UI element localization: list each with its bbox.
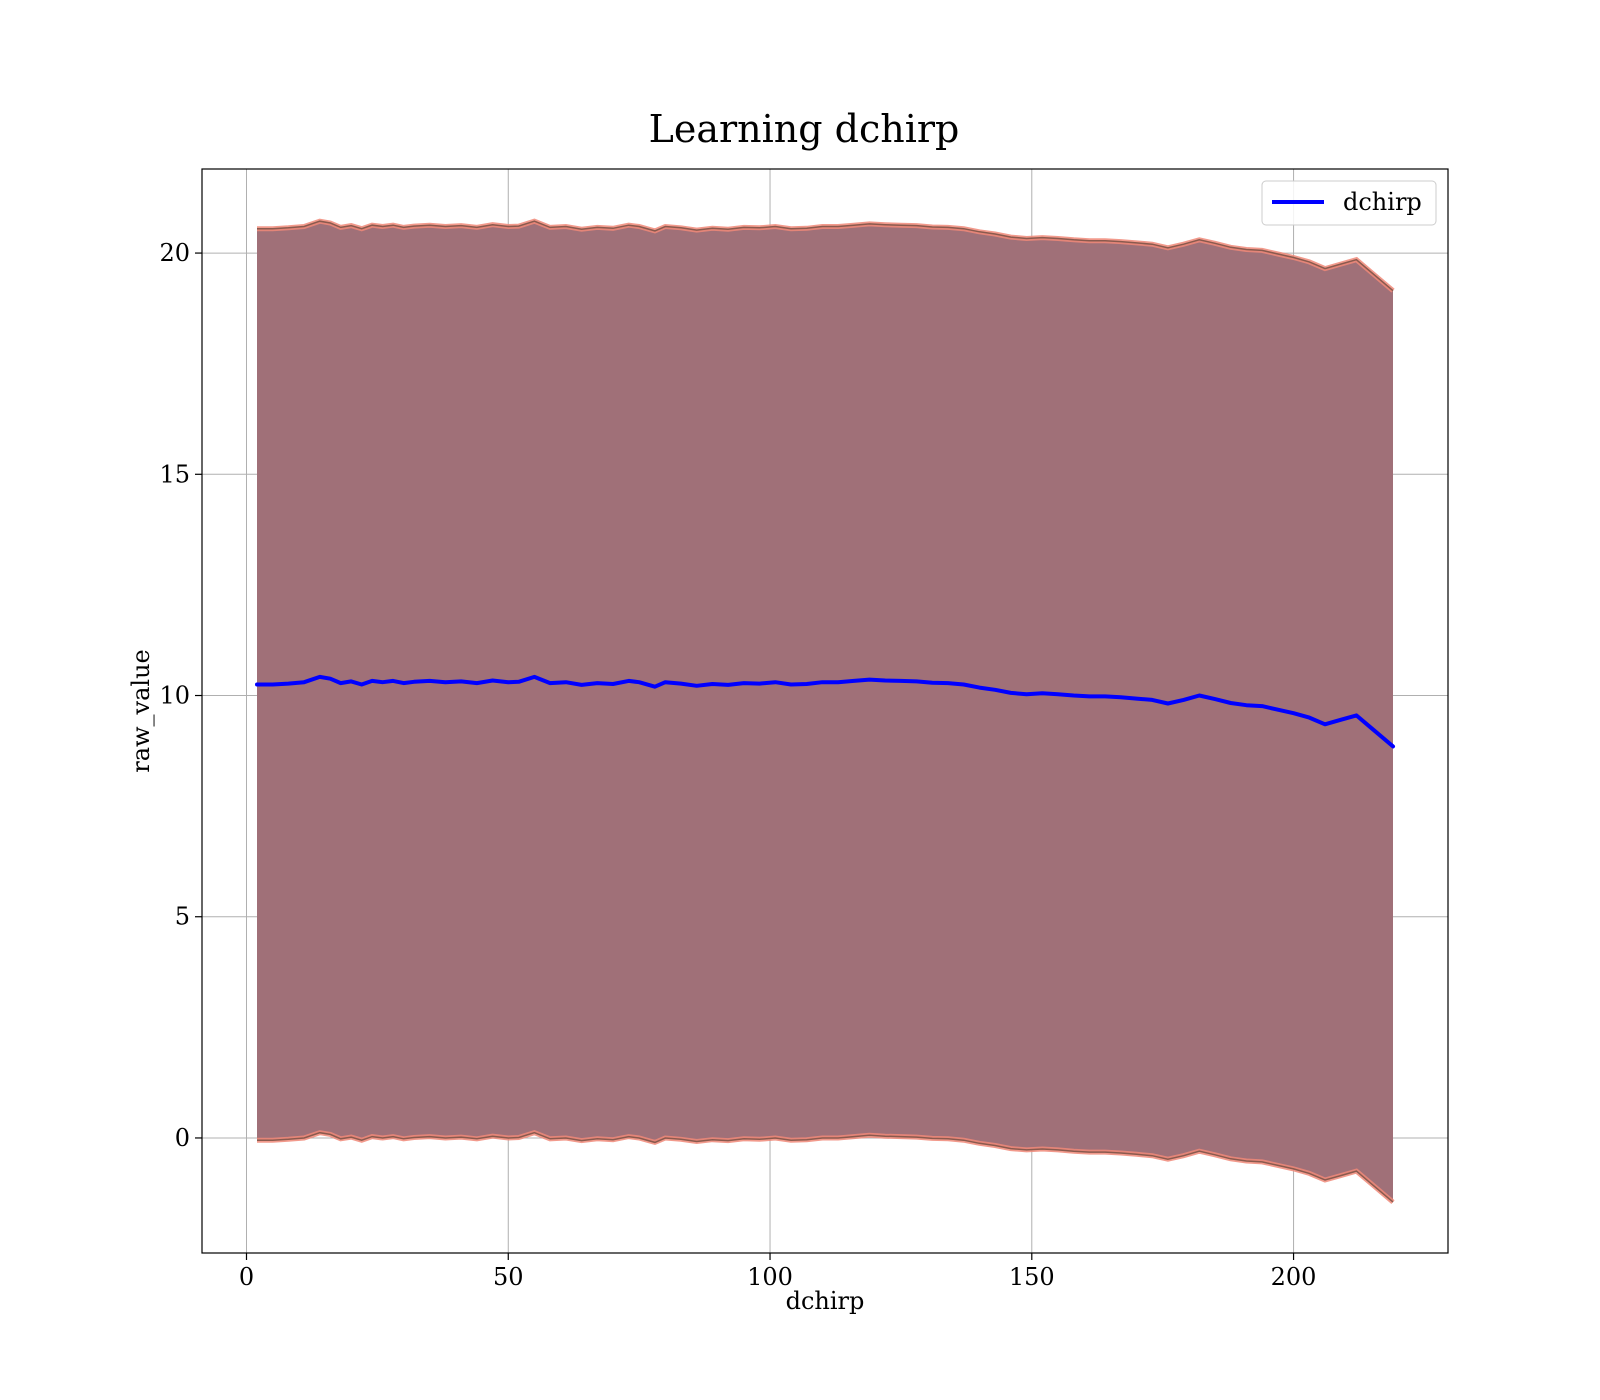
band-upper-edge-inner bbox=[257, 220, 1394, 292]
series-lines bbox=[255, 674, 1395, 749]
x-tick-label: 150 bbox=[1009, 1263, 1055, 1291]
x-tick-label: 50 bbox=[493, 1263, 524, 1291]
y-axis-label: raw_value bbox=[127, 649, 155, 773]
plot-frame bbox=[201, 168, 1449, 1254]
confidence-band bbox=[257, 218, 1395, 1205]
legend: dchirp bbox=[1261, 180, 1437, 226]
x-tick-label: 200 bbox=[1271, 1263, 1317, 1291]
x-axis-label: dchirp bbox=[786, 1287, 865, 1315]
band-area bbox=[257, 221, 1393, 1203]
axis-ticks: 0 50 100 150 200 0 5 10 15 20 bbox=[159, 239, 1316, 1291]
legend-label: dchirp bbox=[1343, 188, 1422, 216]
y-tick-label: 0 bbox=[175, 1124, 190, 1152]
y-tick-label: 15 bbox=[159, 460, 190, 488]
x-tick-label: 0 bbox=[239, 1263, 254, 1291]
y-tick-label: 20 bbox=[159, 239, 190, 267]
chart-title: Learning dchirp bbox=[649, 107, 960, 151]
series-line-dchirp bbox=[255, 674, 1395, 749]
y-tick-label: 5 bbox=[175, 903, 190, 931]
x-tick-label: 100 bbox=[747, 1263, 793, 1291]
legend-box bbox=[1261, 180, 1437, 226]
band-lower-edge-inner bbox=[257, 1131, 1394, 1203]
y-tick-label: 10 bbox=[159, 682, 190, 710]
